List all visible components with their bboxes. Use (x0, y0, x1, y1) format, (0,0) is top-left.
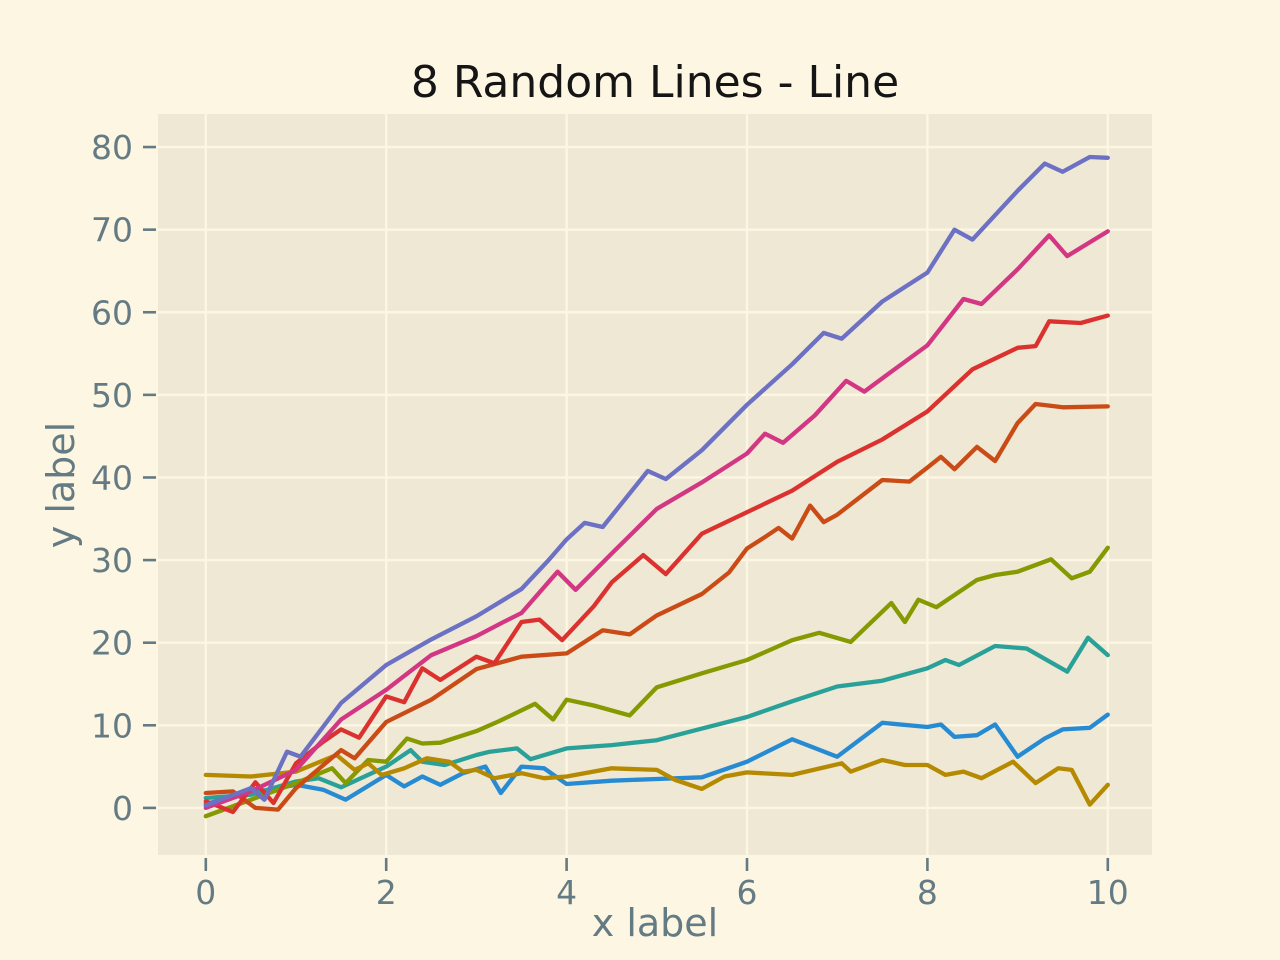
line-series-5-orange (203, 401, 1110, 812)
line-series-4-gold (203, 752, 1110, 807)
y-tick-label: 60 (91, 293, 133, 332)
x-tick-label: 6 (737, 873, 758, 912)
y-tick-label: 70 (91, 211, 133, 250)
line-series-8-violet (203, 154, 1110, 808)
plot-area (158, 114, 1152, 855)
line-series-7-magenta (203, 229, 1110, 811)
y-tick-label: 0 (112, 789, 133, 828)
line-series-6-red (203, 313, 1110, 815)
x-tick-label: 2 (376, 873, 397, 912)
x-tick-label: 0 (195, 873, 216, 912)
x-axis-label: x label (592, 901, 718, 945)
x-tick-label: 8 (917, 873, 938, 912)
x-tick-label: 10 (1087, 873, 1129, 912)
line-series-2-teal (203, 635, 1110, 801)
y-tick-label: 80 (91, 128, 133, 167)
y-tick-label: 20 (91, 624, 133, 663)
y-tick-label: 30 (91, 541, 133, 580)
line-series-1-blue (203, 712, 1110, 806)
y-axis-label: y label (39, 422, 83, 548)
y-tick-label: 50 (91, 376, 133, 415)
y-tick-label: 40 (91, 458, 133, 497)
y-tick-label: 10 (91, 706, 133, 745)
x-tick-label: 4 (556, 873, 577, 912)
line-series-3-green (203, 545, 1110, 819)
plot-layer: 0 2 4 6 8 10 0 10 20 30 40 50 60 70 80 (91, 114, 1152, 912)
chart-title: 8 Random Lines - Line (411, 57, 899, 108)
